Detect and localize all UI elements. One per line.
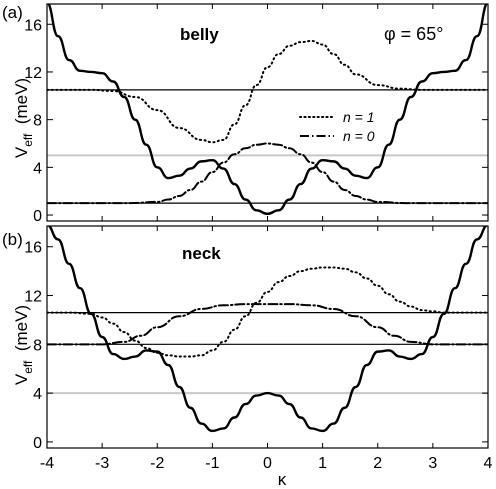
- angle-annotation: φ = 65°: [384, 24, 443, 44]
- x-tick-label: 3: [428, 455, 437, 472]
- panel-a: 0 4 8 12 16 (a) belly φ = 65° Veff (meV) n =…: [2, 3, 489, 225]
- series-group: [47, 4, 488, 216]
- y-tick-label: 8: [33, 337, 42, 354]
- series-solid: [47, 226, 488, 433]
- x-tick-label: 2: [373, 455, 382, 472]
- y-tick-label: 4: [33, 386, 42, 403]
- y-tick-label: 12: [24, 65, 42, 82]
- x-tick-label: 1: [318, 455, 327, 472]
- series-dashdot: [47, 142, 488, 205]
- neck-annotation: neck: [182, 244, 221, 263]
- x-tick-label: -3: [95, 455, 109, 472]
- y-tick-label: 12: [24, 289, 42, 306]
- series-dotted: [47, 266, 488, 358]
- x-tick-label: -1: [205, 455, 219, 472]
- y-tick-label: 0: [33, 435, 42, 452]
- y-tick-label: 0: [33, 208, 42, 225]
- legend: n = 1 n = 0: [299, 109, 375, 144]
- x-tick-label: 4: [484, 455, 493, 472]
- series-dashdot: [47, 303, 488, 346]
- plot-frame: [46, 225, 489, 449]
- y-ticks: 0 4 8 12 16: [24, 240, 488, 452]
- legend-label-n0: n = 0: [343, 128, 375, 144]
- y-axis-label: Veff (meV): [12, 305, 35, 385]
- x-ticks: -4 -3 -2 -1 0 1 2 3 4: [40, 226, 493, 472]
- panel-label: (a): [2, 3, 23, 22]
- reference-lines: [47, 312, 488, 395]
- x-tick-label: -4: [40, 455, 54, 472]
- x-tick-label: 0: [263, 455, 272, 472]
- belly-annotation: belly: [180, 25, 219, 44]
- reference-lines: [47, 89, 488, 204]
- y-tick-label: 16: [24, 17, 42, 34]
- y-tick-label: 16: [24, 240, 42, 257]
- y-axis-label: Veff (meV): [12, 78, 35, 158]
- y-ticks: 0 4 8 12 16: [24, 17, 488, 225]
- series-dotted: [47, 39, 488, 144]
- y-tick-label: 8: [33, 113, 42, 130]
- legend-label-n1: n = 1: [343, 109, 375, 125]
- y-tick-label: 4: [33, 160, 42, 177]
- series-group: [47, 226, 488, 433]
- x-ticks: [46, 4, 489, 221]
- x-axis-label: κ: [278, 470, 287, 489]
- panel-label: (b): [2, 230, 23, 249]
- series-solid: [47, 4, 488, 216]
- x-tick-label: -2: [150, 455, 164, 472]
